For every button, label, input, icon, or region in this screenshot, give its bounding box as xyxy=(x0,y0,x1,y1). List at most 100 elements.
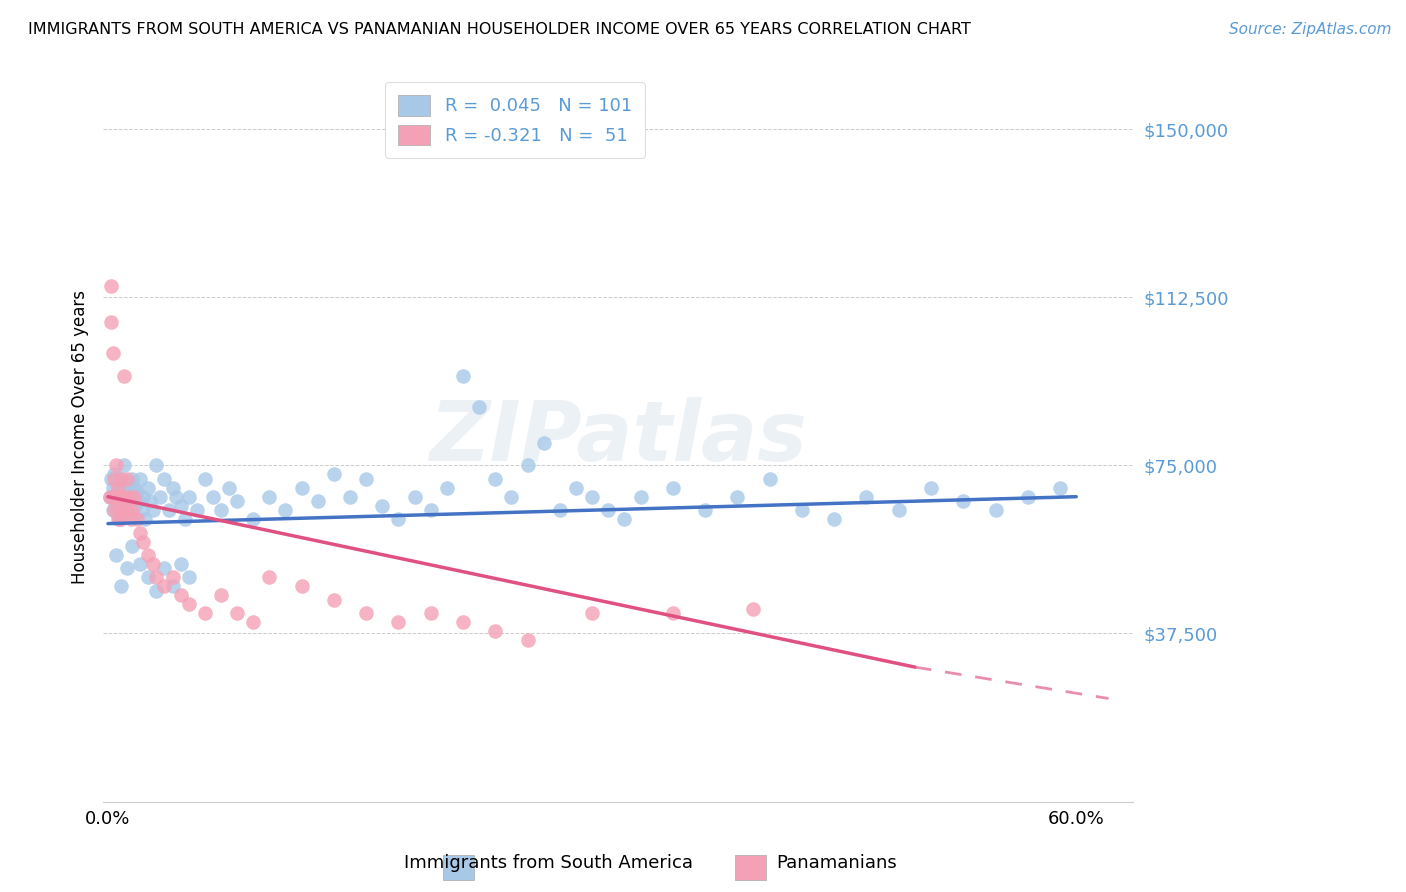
Point xyxy=(108,503,131,517)
Point xyxy=(117,494,139,508)
Point xyxy=(117,561,139,575)
Point xyxy=(110,472,132,486)
Point xyxy=(226,494,249,508)
Point xyxy=(174,512,197,526)
Point xyxy=(630,490,652,504)
Point xyxy=(110,512,132,526)
Point xyxy=(354,607,377,621)
Point xyxy=(136,570,159,584)
Point xyxy=(194,607,217,621)
Point xyxy=(112,490,135,504)
Point xyxy=(103,490,125,504)
Point xyxy=(259,490,281,504)
Point xyxy=(725,490,748,504)
Point xyxy=(419,503,441,517)
Point xyxy=(209,503,232,517)
Point xyxy=(177,597,200,611)
Point xyxy=(107,481,129,495)
Point xyxy=(101,503,124,517)
Point xyxy=(103,472,125,486)
Point xyxy=(145,570,167,584)
Point xyxy=(128,494,150,508)
Point xyxy=(110,579,132,593)
Point xyxy=(823,512,845,526)
Point xyxy=(218,481,240,495)
Point xyxy=(226,607,249,621)
Point xyxy=(149,490,172,504)
Point xyxy=(112,368,135,383)
Point xyxy=(209,588,232,602)
Point xyxy=(111,485,134,500)
Point xyxy=(307,494,329,508)
Point xyxy=(162,579,184,593)
Point xyxy=(105,548,128,562)
Point xyxy=(132,534,155,549)
Point xyxy=(662,481,685,495)
Point xyxy=(120,512,142,526)
Point xyxy=(103,503,125,517)
Point xyxy=(129,557,152,571)
Text: ZIPatlas: ZIPatlas xyxy=(429,397,807,478)
Point xyxy=(111,503,134,517)
Point xyxy=(291,579,314,593)
Point xyxy=(354,472,377,486)
Point xyxy=(855,490,877,504)
Point xyxy=(984,503,1007,517)
Point xyxy=(100,472,122,486)
Point xyxy=(122,481,145,495)
Point xyxy=(121,472,143,486)
Point xyxy=(145,458,167,473)
Point xyxy=(108,490,131,504)
Point xyxy=(105,458,128,473)
Point xyxy=(242,615,264,630)
Point xyxy=(339,490,361,504)
Point xyxy=(125,485,148,500)
Point xyxy=(157,503,180,517)
Point xyxy=(139,494,162,508)
Point xyxy=(387,512,409,526)
Point xyxy=(436,481,458,495)
Point xyxy=(100,279,122,293)
Point xyxy=(419,607,441,621)
Point xyxy=(132,490,155,504)
Legend: R =  0.045   N = 101, R = -0.321   N =  51: R = 0.045 N = 101, R = -0.321 N = 51 xyxy=(385,82,645,158)
Point xyxy=(581,490,603,504)
Point xyxy=(516,633,538,648)
Point xyxy=(322,592,344,607)
Point xyxy=(484,624,506,639)
Point xyxy=(124,499,146,513)
Y-axis label: Householder Income Over 65 years: Householder Income Over 65 years xyxy=(72,290,89,584)
Point xyxy=(259,570,281,584)
Point xyxy=(322,467,344,482)
Point xyxy=(516,458,538,473)
Point xyxy=(1049,481,1071,495)
Point xyxy=(121,508,143,522)
Point xyxy=(790,503,813,517)
Point xyxy=(194,472,217,486)
Point xyxy=(162,570,184,584)
Point xyxy=(131,503,153,517)
Point xyxy=(129,472,152,486)
Point xyxy=(98,490,121,504)
Text: Source: ZipAtlas.com: Source: ZipAtlas.com xyxy=(1229,22,1392,37)
Point xyxy=(136,548,159,562)
Point xyxy=(153,472,176,486)
Point xyxy=(112,503,135,517)
Point xyxy=(121,503,143,517)
Point xyxy=(112,458,135,473)
Point xyxy=(169,588,191,602)
Point xyxy=(101,481,124,495)
Point xyxy=(598,503,620,517)
Point xyxy=(242,512,264,526)
Point xyxy=(105,472,128,486)
Point xyxy=(118,490,141,504)
Point xyxy=(125,512,148,526)
Point xyxy=(177,490,200,504)
Point xyxy=(117,503,139,517)
Point xyxy=(162,481,184,495)
Point xyxy=(120,490,142,504)
Point xyxy=(501,490,523,504)
Point xyxy=(186,503,208,517)
Point xyxy=(291,481,314,495)
Point xyxy=(887,503,910,517)
